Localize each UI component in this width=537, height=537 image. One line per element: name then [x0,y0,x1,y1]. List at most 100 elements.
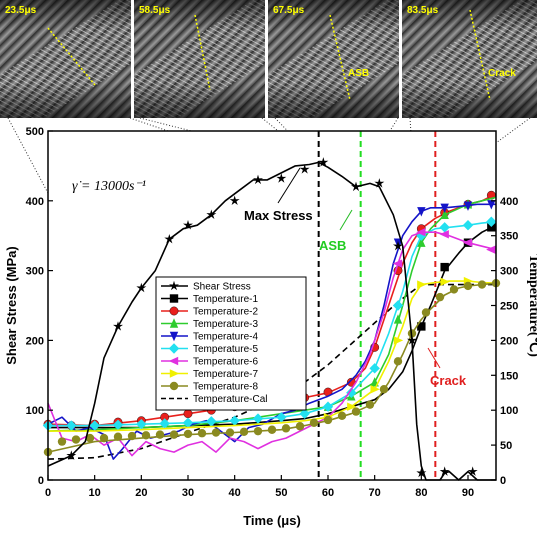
x-tick-label-2: 20 [135,487,147,499]
y-tick-label-5: 500 [26,126,44,138]
frame-3: 67.5μs ASB [268,0,399,118]
frame-3-time: 67.5μs [273,5,305,16]
series-5-point-2 [89,420,100,431]
frame-2: 58.5μs [134,0,265,118]
x-tick-label-7: 70 [369,487,381,499]
series-5-point-11 [299,408,310,419]
legend-label-2: Temperature-2 [193,307,258,318]
x-tick-label-9: 90 [462,487,474,499]
x-axis-label: Time (μs) [243,513,301,528]
series-8 [43,278,501,457]
y2-tick-label-3: 150 [500,370,518,382]
legend-marker-8 [169,381,179,391]
max-stress-pointer [277,167,301,204]
frame-band-marker-3 [469,9,491,101]
series-7-point-3 [393,336,404,345]
series-7-point-5 [440,277,450,286]
frame-1-time: 23.5μs [5,5,37,16]
series-0-point-7 [253,174,263,185]
series-8-point-19 [309,418,319,427]
series-8-point-10 [183,429,193,439]
series-8-point-25 [393,357,403,366]
series-5-point-6 [182,417,194,428]
legend-label-7: Temperature-7 [193,369,258,380]
series-8-point-5 [113,432,123,441]
series-8-point-20 [323,415,333,425]
series-7-point-1 [347,402,357,411]
series-8-point-21 [337,411,347,420]
asb-pointer [339,209,353,231]
series-8-point-6 [127,431,137,441]
x-tick-label-8: 80 [415,487,427,499]
legend-label-0: Shear Stress [193,282,251,293]
series-0-point-4 [183,219,193,230]
series-0-point-15 [416,467,427,478]
series-1-point-3 [487,223,496,232]
series-0-point-0 [66,450,77,460]
series-8-point-11 [197,429,207,438]
series-5-point-15 [392,300,404,311]
series-8-point-24 [379,385,389,394]
series-8-point-29 [449,285,459,294]
legend-label-4: Temperature-4 [193,332,258,343]
series-8-point-15 [253,426,263,436]
series-8-point-7 [141,431,151,440]
series-0 [47,157,496,481]
frame-band-marker-2 [329,14,351,101]
series-8-point-27 [421,308,431,317]
y2-tick-label-4: 200 [500,335,518,347]
series-8-point-8 [155,430,165,439]
series-0-point-10 [318,157,329,167]
series-6-point-3 [462,238,473,247]
series-1-point-0 [417,322,426,331]
series-0-point-1 [113,321,123,331]
series-8-point-28 [435,292,445,302]
legend: Shear StressTemperature-1Temperature-2Te… [155,276,307,411]
frame-band-marker-0 [47,27,96,86]
series-5-point-18 [462,220,474,231]
y-axis-label: Shear Stress (MPa) [4,246,19,365]
frame-2-time: 58.5μs [139,5,171,16]
crack-pointer [427,347,441,369]
series-2-point-6 [183,409,193,419]
series-6-point-2 [439,230,449,239]
series-0-point-8 [276,173,287,183]
series-8-point-4 [99,433,109,443]
series-0-point-12 [374,178,385,188]
legend-marker-3 [169,318,179,328]
x-tick-label-5: 50 [275,487,287,499]
series-5-point-12 [322,401,334,412]
frame-1-shade [0,0,131,118]
series-3-line [47,196,497,432]
series-0-point-3 [164,233,175,244]
series-3-point-5 [417,237,426,247]
series-5-point-13 [346,387,357,398]
series-8-point-22 [351,407,361,416]
series-5-point-17 [439,222,450,233]
series-8-point-18 [295,422,305,431]
series-5-point-8 [229,415,240,426]
frame-strip: 23.5μs 58.5μs 67.5μs ASB 83.5μs Crack [0,0,537,118]
y-tick-label-1: 100 [26,405,44,417]
series-1-point-1 [440,262,449,272]
frame-yellow-markers [47,9,491,101]
y2-tick-label-2: 100 [500,405,518,417]
strain-rate-label: γ̇ = 13000s⁻¹ [72,179,146,194]
series-8-point-2 [71,435,81,444]
series-5-point-10 [276,411,287,423]
x-tick-label-0: 0 [45,487,51,499]
legend-marker-4 [169,331,179,342]
x-tick-label-1: 10 [89,487,101,499]
series-4-point-3 [463,201,473,211]
series-0-line [47,161,496,481]
legend-label-8: Temperature-8 [193,382,258,393]
series-4-point-4 [487,200,496,210]
series-0-point-16 [439,466,450,476]
legend-marker-5 [168,343,180,354]
y2-tick-label-7: 350 [500,231,518,243]
frame-3-note: ASB [348,68,370,79]
series-5-point-5 [159,418,170,429]
series-0-point-5 [206,209,217,220]
series-7-point-4 [417,280,427,289]
